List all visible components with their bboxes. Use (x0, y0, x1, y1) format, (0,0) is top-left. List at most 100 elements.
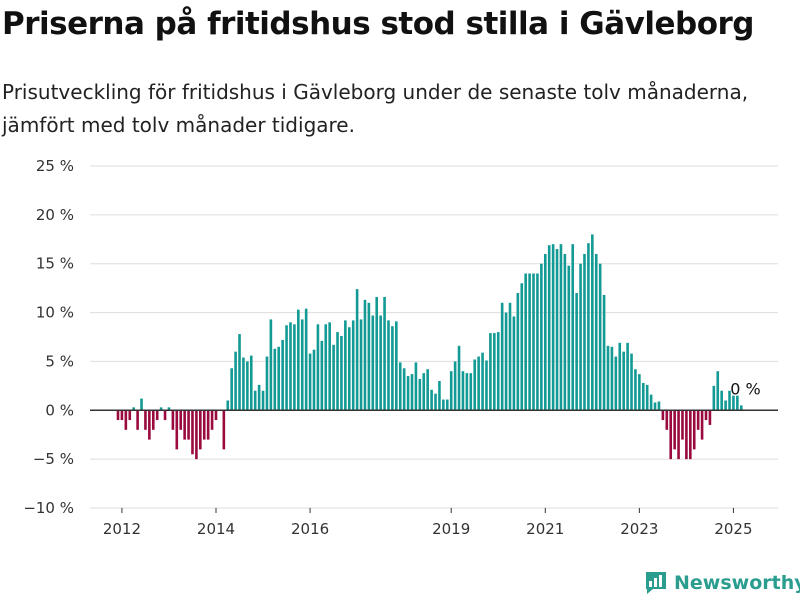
bar (736, 395, 739, 411)
bar (626, 342, 629, 411)
bar (202, 410, 206, 440)
y-tick-label: 20 % (36, 206, 74, 224)
bar (461, 371, 465, 411)
bar (704, 410, 708, 421)
bar (281, 339, 284, 411)
bar (414, 362, 418, 411)
bar (367, 302, 371, 411)
bar (210, 410, 214, 430)
bar (402, 368, 406, 411)
bar (728, 390, 731, 411)
bar (398, 362, 402, 411)
bar (238, 334, 241, 411)
bar (575, 293, 578, 411)
bar (355, 289, 359, 411)
bar (379, 315, 382, 411)
bar (551, 244, 555, 411)
bar (591, 234, 594, 411)
bar (434, 393, 437, 411)
bar (344, 320, 347, 411)
bar (489, 333, 492, 411)
bar (430, 389, 433, 411)
bar (410, 374, 414, 411)
x-tick-label: 2012 (103, 520, 141, 538)
bar (614, 356, 618, 411)
bar (273, 348, 277, 411)
bar (336, 332, 339, 411)
bar (473, 359, 477, 411)
bar (622, 351, 625, 411)
bar (493, 333, 496, 411)
bar (124, 410, 128, 430)
y-axis-ticks: −10 % −5 % 0 % 5 % 10 % 15 % 20 % 25 % (23, 157, 74, 517)
bar (187, 410, 190, 440)
bar (571, 244, 575, 411)
x-tick-label: 2023 (620, 520, 658, 538)
bar (206, 410, 210, 440)
bar (685, 410, 688, 460)
bar (708, 410, 712, 425)
bar (681, 410, 684, 440)
bar (602, 294, 606, 411)
bar (191, 410, 194, 455)
bar (300, 319, 304, 411)
bar (175, 410, 179, 450)
bar (618, 342, 622, 411)
newsworthy-logo: Newsworthy (644, 570, 800, 596)
bar (159, 407, 163, 411)
bar (630, 353, 633, 411)
bar (512, 316, 516, 411)
bar (340, 336, 343, 411)
bar (179, 410, 183, 430)
bar (453, 361, 457, 411)
bar (222, 410, 226, 450)
bar-chart: −10 % −5 % 0 % 5 % 10 % 15 % 20 % 25 % 2012 2014… (23, 157, 778, 538)
grid-lines (90, 165, 778, 509)
bar (332, 344, 335, 411)
bar (265, 356, 269, 411)
bar (269, 319, 273, 411)
bar (696, 410, 700, 430)
bar (653, 402, 657, 411)
chart-subtitle: Prisutveckling för fritidshus i Gävlebor… (2, 80, 749, 137)
bar (692, 410, 696, 450)
bar (422, 373, 426, 411)
bar (383, 296, 386, 411)
bar (669, 410, 673, 460)
bar (634, 369, 637, 411)
bar (567, 265, 571, 411)
bar (371, 315, 375, 411)
bar (524, 273, 527, 411)
bar (387, 320, 390, 411)
bar (297, 309, 300, 411)
brand-name: Newsworthy (674, 572, 800, 594)
bar (496, 332, 500, 411)
bar (406, 376, 410, 411)
bar (543, 253, 547, 411)
x-tick-label: 2016 (291, 520, 329, 538)
bar (167, 407, 171, 411)
bar (277, 346, 281, 411)
bar (649, 394, 653, 411)
bar (638, 374, 641, 411)
bar (532, 273, 535, 411)
bar (316, 324, 320, 411)
bar (442, 399, 445, 411)
bar (536, 273, 539, 411)
bar (328, 322, 331, 411)
y-tick-label: −5 % (33, 450, 74, 468)
chart-title: Priserna på fritidshus stod stilla i Gäv… (2, 6, 754, 42)
bar (249, 355, 253, 411)
bar (661, 410, 665, 421)
newsworthy-logo-icon (646, 572, 666, 594)
bar (485, 360, 488, 411)
bar (720, 390, 723, 411)
bar (148, 410, 151, 440)
bar (516, 293, 520, 411)
y-tick-label: 10 % (36, 304, 74, 322)
bar (320, 340, 324, 411)
bar (261, 390, 265, 411)
bar (477, 356, 480, 411)
y-tick-label: 5 % (45, 352, 74, 370)
bar (700, 410, 704, 440)
